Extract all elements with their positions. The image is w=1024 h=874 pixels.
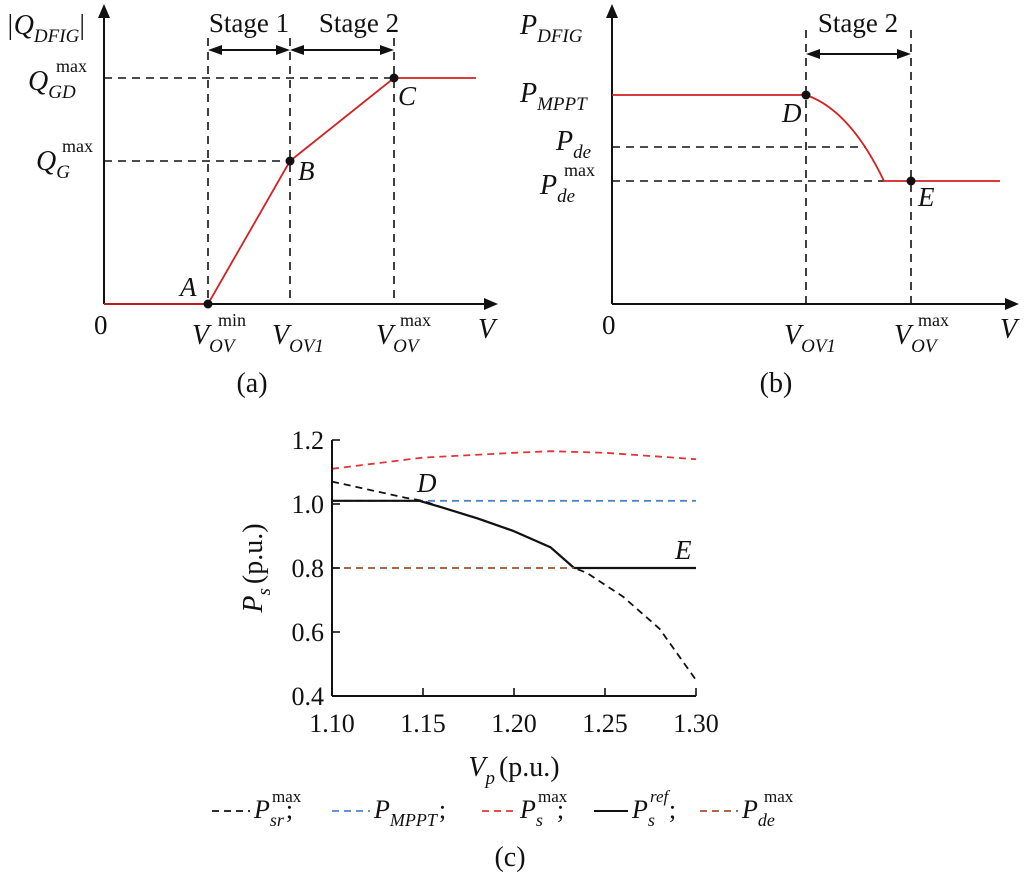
panel-c-y-title: Ps(p.u.) — [238, 523, 275, 613]
legend-psr-label: Psr; — [253, 795, 293, 830]
panel-a-qgd-sup: max — [56, 56, 87, 76]
y-tick-label: 1.2 — [292, 426, 325, 455]
panel-b-vov1-label: VOV1 — [784, 320, 836, 357]
panel-a-qg-sup: max — [62, 136, 93, 156]
panel-c-axes: 0.4 0.6 0.8 1.0 1.2 1.10 1.15 1.20 1.25 1.30 Vp (p.… — [238, 426, 719, 789]
panel-b-point-d — [801, 90, 811, 100]
panel-a-stage1-arrowhead-right — [276, 45, 290, 55]
x-tick-label: 1.10 — [309, 709, 355, 738]
panel-a-x-arrow — [484, 298, 498, 310]
panel-c-label-e: E — [674, 535, 692, 565]
panel-b-vovmax-label: VOV — [894, 320, 939, 357]
panel-a-x-label: V — [478, 314, 498, 345]
panel-a-origin: 0 — [94, 310, 108, 340]
panel-b-pde-label: Pde — [555, 126, 591, 163]
panel-c-marks — [331, 450, 697, 681]
series-p-s-ref — [332, 499, 696, 570]
panel-a-point-b — [285, 156, 295, 166]
series-p-sr-max — [331, 480, 697, 681]
panel-a-y-arrow — [98, 4, 110, 18]
panel-a-qg-label: QG — [36, 146, 70, 183]
panel-b-pmppt-label: PMPPT — [519, 78, 588, 115]
panel-a-label-b: B — [298, 156, 315, 186]
panel-b-y-arrow — [606, 4, 618, 18]
panel-c-label-d: D — [416, 468, 437, 498]
legend-psr-sup: max — [272, 787, 302, 806]
legend-psref-sup: ref — [650, 787, 671, 806]
panel-a-vovmin-label: VOV — [192, 320, 237, 357]
panel-b-origin: 0 — [602, 310, 616, 340]
panel-a-label-c: C — [398, 81, 417, 111]
panel-b-x-arrow — [1005, 298, 1019, 310]
x-tick-label: 1.25 — [582, 709, 628, 738]
panel-a-stage2-arrowhead-left — [290, 45, 304, 55]
panel-a-stage1-label: Stage 1 — [209, 8, 289, 38]
panel-a-y-label: |QDFIG| — [6, 10, 85, 47]
legend-ps-label: Ps; — [519, 795, 564, 830]
panel-b-pdemax-sup: max — [564, 160, 595, 180]
panel-a-point-c — [389, 73, 399, 83]
panel-c-x-title: Vp (p.u.) — [468, 752, 559, 789]
panel-a-vovmax-sup: max — [400, 310, 431, 330]
y-tick-label: 1.0 — [292, 490, 325, 519]
panel-a-stage1-arrowhead-left — [208, 45, 222, 55]
panel-b-stage2-arrowhead-right — [897, 49, 911, 59]
panel-a-vovmin-sup: min — [218, 310, 246, 330]
panel-c: 0.4 0.6 0.8 1.0 1.2 1.10 1.15 1.20 1.25 1.30 Vp (p.… — [212, 426, 794, 873]
panel-a-point-a — [203, 299, 213, 309]
panel-a-stage2-label: Stage 2 — [319, 8, 399, 38]
x-tick-label: 1.30 — [673, 709, 719, 738]
legend-pde-label: Pde — [741, 795, 775, 830]
panel-a-stage2-arrowhead-right — [380, 45, 394, 55]
panel-b: Stage 2 D E PDFIG PMPPT Pde Pde max 0 VO… — [519, 4, 1020, 399]
panel-b-label-d: D — [781, 98, 802, 128]
legend-pde-sup: max — [764, 787, 794, 806]
y-tick-label: 0.6 — [292, 618, 325, 647]
x-tick-label: 1.15 — [400, 709, 446, 738]
panel-b-x-label: V — [1000, 314, 1020, 345]
y-tick-label: 0.8 — [292, 554, 325, 583]
x-tick-label: 1.20 — [491, 709, 537, 738]
panel-b-caption: (b) — [760, 368, 793, 399]
panel-a: Stage 1 Stage 2 A B C |QDFIG| QGD max QG… — [6, 4, 498, 399]
panel-a-qgd-label: QGD — [28, 66, 76, 103]
legend-ps-sup: max — [538, 787, 568, 806]
panel-b-p-curve — [612, 94, 1000, 182]
panel-b-label-e: E — [917, 182, 935, 212]
panel-b-stage2-label: Stage 2 — [818, 8, 898, 38]
panel-b-stage2-arrowhead-left — [806, 49, 820, 59]
panel-b-point-e — [906, 176, 916, 186]
panel-a-caption: (a) — [236, 368, 267, 399]
panel-c-caption: (c) — [494, 842, 525, 873]
panel-a-vovmax-label: VOV — [376, 320, 421, 357]
panel-b-pdemax-label: Pde — [539, 170, 575, 207]
series-p-s-max — [331, 450, 697, 470]
panel-c-legend: Psr; max PMPPT; Ps; max Ps; ref Pde max — [212, 787, 794, 830]
panel-a-label-a: A — [178, 272, 197, 302]
panel-b-y-label: PDFIG — [519, 10, 583, 47]
panel-b-vovmax-sup: max — [918, 310, 949, 330]
y-tick-label: 0.4 — [292, 682, 325, 711]
panel-a-vov1-label: VOV1 — [272, 320, 324, 357]
legend-mppt-label: PMPPT; — [373, 795, 446, 830]
legend-psref-label: Ps; — [631, 795, 676, 830]
